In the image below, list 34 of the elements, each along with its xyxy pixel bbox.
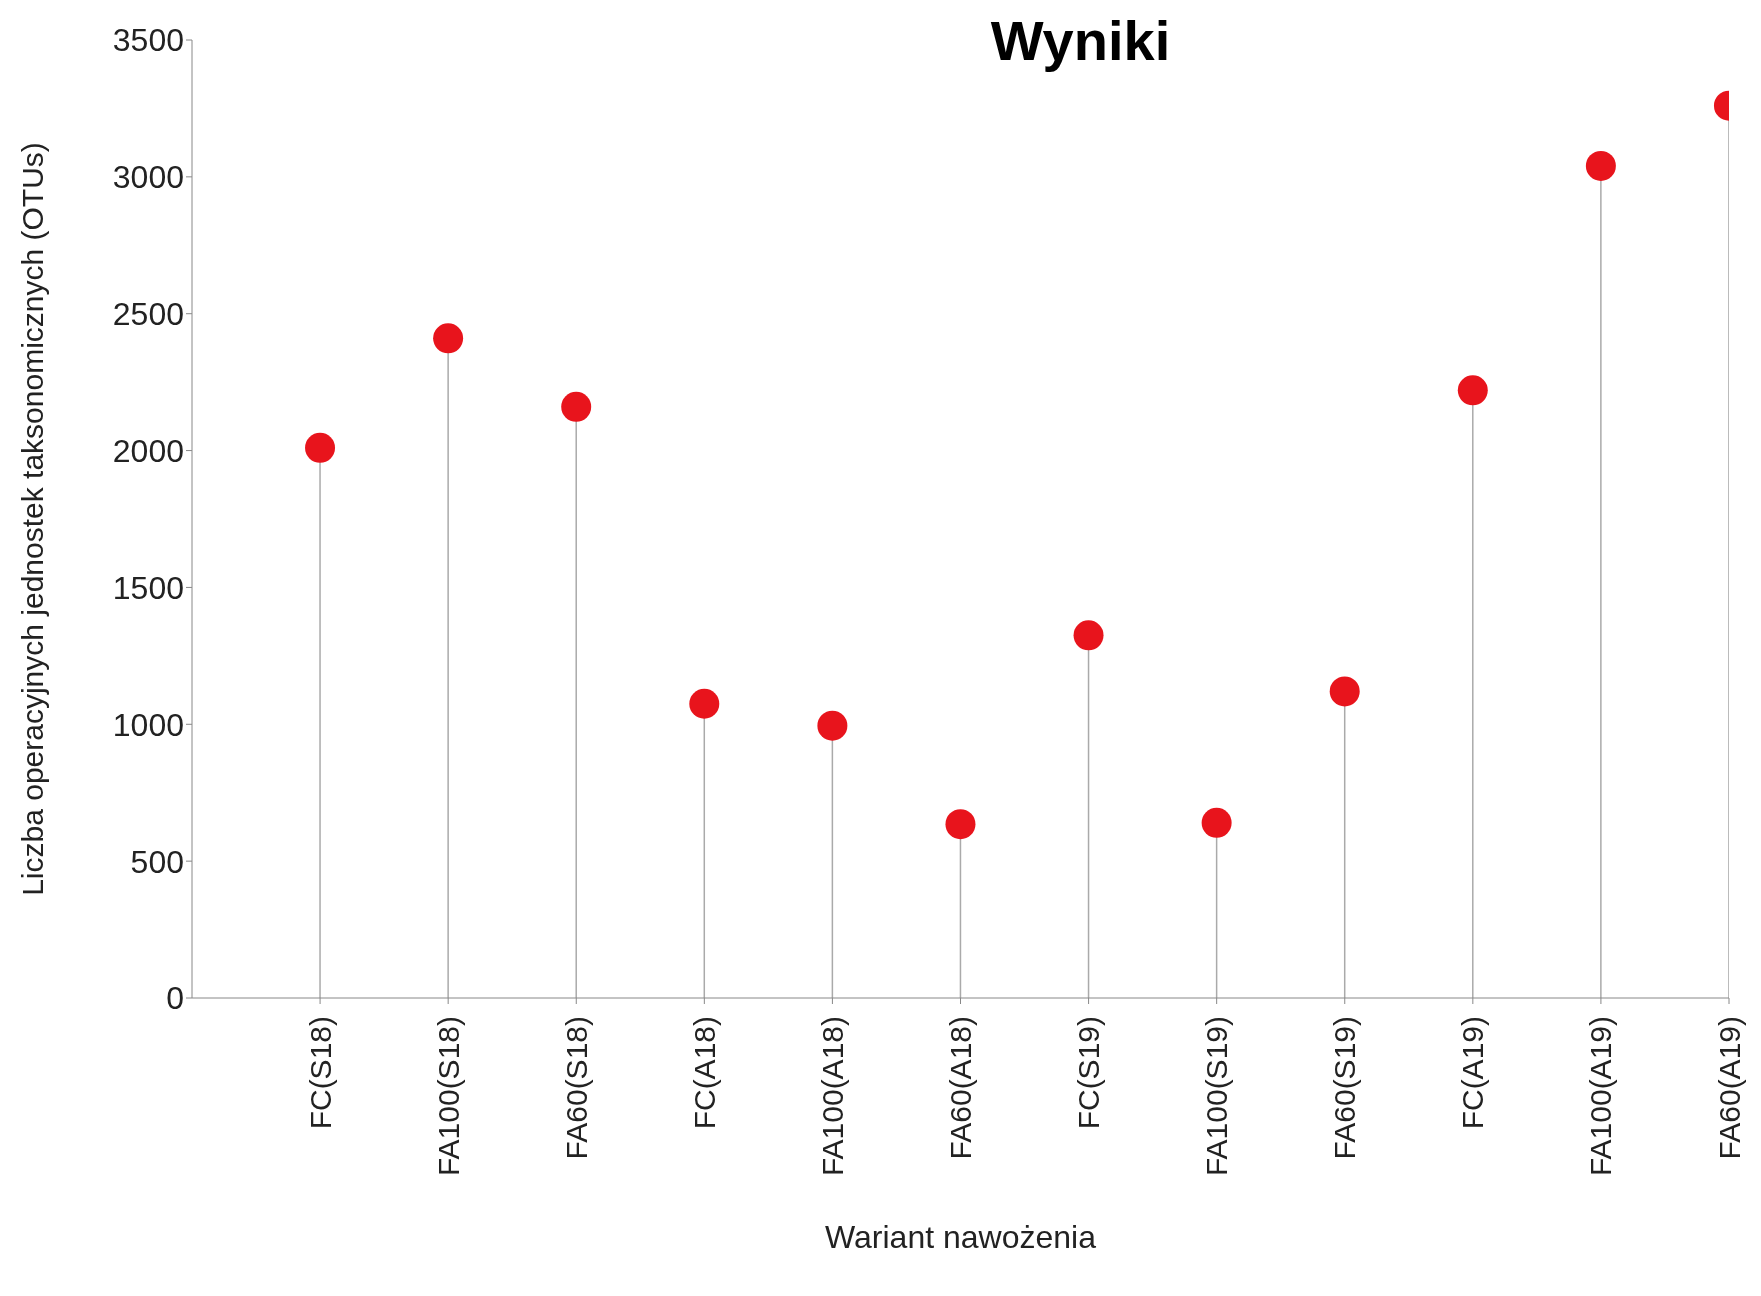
y-tick-label: 1000 [112,706,184,743]
x-tick-label: FC(A18) [687,1016,721,1130]
point [1585,150,1616,181]
point [305,432,336,463]
point [817,710,848,741]
x-axis-title: Wariant nawożenia [825,1219,1097,1255]
y-tick-label: 3500 [112,22,184,59]
y-tick-label: 0 [166,980,184,1017]
x-tick-label: FC(S18) [303,1016,337,1130]
x-tick-label: FA100(S18) [431,1016,465,1177]
point [1457,375,1488,406]
x-tick-label: FA60(S18) [559,1016,593,1160]
y-tick-label: 3000 [112,159,184,196]
y-tick-label: 2000 [112,432,184,469]
x-tick-label: FA100(S19) [1200,1016,1234,1177]
chart-title: Wyniki [990,9,1171,72]
y-axis-title: Liczba operacyjnych jednostek taksonomicznych (OTUs) [15,142,49,896]
point [689,688,720,719]
x-tick-label: FA60(A18) [944,1016,977,1160]
point [945,809,976,840]
point [1201,807,1232,838]
x-tick-label: FC(A19) [1456,1016,1490,1130]
y-tick-label: 2500 [112,296,184,333]
x-tick-label: FA100(A18) [815,1016,849,1177]
point [433,323,464,354]
y-tick-label: 500 [130,843,184,880]
point [1073,620,1104,651]
x-tick-label: FA60(A19) [1712,1016,1746,1160]
point [561,391,592,422]
y-tick-label: 1500 [112,569,184,606]
x-tick-label: FA60(S19) [1328,1016,1362,1160]
x-tick-label: FA100(A19) [1584,1016,1618,1177]
point [1329,676,1360,707]
x-tick-label: FC(S19) [1072,1016,1106,1130]
